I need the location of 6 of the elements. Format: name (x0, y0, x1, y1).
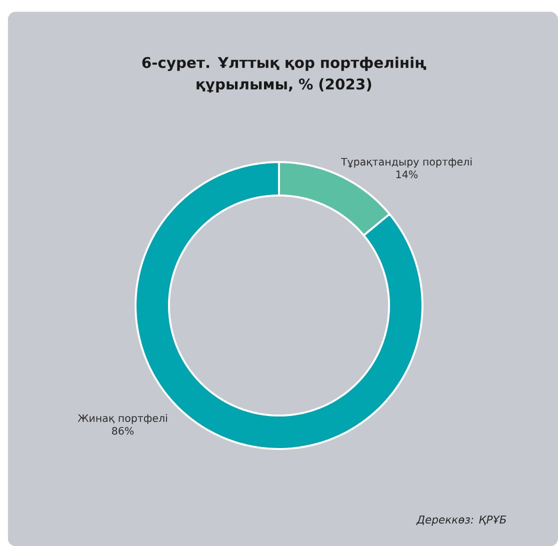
data-label: 86% (112, 426, 134, 435)
slice-label: Жинақ портфелі (78, 414, 167, 424)
text: Дереккөз: ҚРҰБ (416, 516, 506, 526)
data-label: 14% (396, 170, 418, 178)
slice-label: Тұрақтандыру портфелі (340, 158, 472, 168)
chart-title: 6-сурет. Ұлттық қор портфелінің құрылымы, % (2023) (142, 56, 426, 92)
